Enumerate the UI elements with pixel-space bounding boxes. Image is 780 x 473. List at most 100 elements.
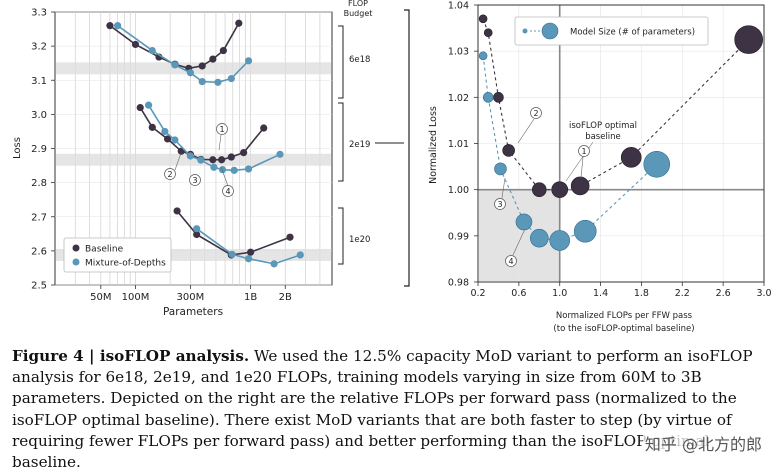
left-x-tick-label: 300M — [177, 292, 205, 303]
left-point — [171, 136, 179, 144]
right-point — [478, 51, 488, 61]
right-point — [643, 150, 671, 178]
left-point — [228, 250, 236, 258]
left-x-tick-label: 100M — [122, 292, 150, 303]
left-point — [197, 156, 205, 164]
right-y-tick-label: 1.04 — [448, 1, 469, 12]
right-y-tick-label: 1.02 — [448, 93, 469, 104]
flop-budget-title-1: FLOP — [348, 0, 368, 8]
left-point — [148, 123, 156, 131]
right-callout-4-text: 4 — [508, 257, 513, 266]
right-point — [515, 213, 533, 231]
left-x-tick-label: 2B — [279, 292, 292, 303]
legend-baseline-label: Baseline — [85, 245, 124, 255]
right-callout-2-text: 2 — [533, 109, 538, 118]
flop-budget-brackets: FLOP Budget 6e18 2e19 1e20 — [338, 0, 373, 265]
right-y-tick-label: 0.98 — [448, 278, 469, 289]
left-y-ticks: 2.5 2.6 2.7 2.8 2.9 3.0 3.1 3.2 3.3 — [31, 8, 55, 292]
right-y-ticks: 0.98 0.99 1.00 1.01 1.02 1.03 1.04 — [448, 1, 478, 289]
right-y-tick-label: 1.03 — [448, 47, 469, 58]
legend-size-large-marker — [541, 22, 559, 40]
left-point — [144, 101, 153, 109]
legend-size-small-marker — [522, 28, 528, 34]
legend-mod-marker — [72, 258, 80, 266]
connector-bracket — [375, 9, 410, 287]
left-point — [270, 260, 278, 268]
left-point — [163, 135, 172, 143]
right-point — [734, 25, 763, 54]
left-point — [244, 255, 253, 263]
left-callout-4-text: 4 — [225, 187, 230, 196]
left-callout-2-text: 2 — [167, 170, 172, 179]
left-y-tick-label: 2.9 — [31, 144, 47, 155]
right-line-baseline — [482, 18, 750, 191]
left-point — [230, 166, 238, 174]
left-point — [148, 46, 156, 55]
left-callout-1-text: 1 — [219, 125, 224, 134]
left-point — [131, 40, 140, 49]
left-y-tick-label: 3.2 — [31, 42, 47, 53]
left-callout-4 — [222, 185, 234, 197]
right-y-tick-label: 0.99 — [448, 231, 469, 242]
left-point — [198, 78, 206, 86]
right-y-tick-label: 1.00 — [448, 185, 469, 196]
left-point — [240, 148, 248, 157]
left-point — [218, 166, 227, 174]
legend-baseline-marker — [72, 244, 80, 252]
figure-caption: Figure 4 | isoFLOP analysis. We used the… — [12, 346, 774, 473]
right-x-tick-label: 1.4 — [593, 288, 608, 299]
flop-budget-title-2: Budget — [344, 9, 373, 18]
right-callout-1-text: 1 — [581, 147, 586, 156]
right-point — [482, 92, 494, 103]
left-series — [106, 19, 304, 268]
right-x-tick-label: 1.0 — [552, 288, 567, 299]
left-point — [209, 156, 217, 164]
isoflop-annotation-line-2: baseline — [585, 132, 621, 142]
right-x-tick-label: 0.2 — [470, 288, 485, 299]
left-y-tick-label: 3.3 — [31, 8, 47, 19]
right-point — [529, 228, 549, 248]
caption-body: We used the 12.5% capacity MoD variant t… — [12, 347, 753, 472]
right-point — [549, 230, 571, 251]
caption-label: Figure 4 | — [12, 347, 100, 365]
right-callouts: 1 2 3 4 — [494, 107, 590, 267]
watermark: 知乎 @北方的郎 — [642, 431, 764, 455]
legend-model-size-label: Model Size (# of parameters) — [570, 28, 695, 38]
left-x-ticks: 50M 100M 300M 1B 2B — [90, 285, 292, 303]
right-point — [483, 28, 493, 38]
left-chart: 2.5 2.6 2.7 2.8 2.9 3.0 3.1 3.2 3.3 50M 100M 300M 1… — [12, 0, 372, 318]
left-point — [193, 225, 201, 233]
left-point — [219, 46, 227, 55]
left-y-tick-label: 2.6 — [31, 246, 47, 257]
right-x-ticks: 0.2 0.6 1.0 1.4 1.8 2.2 2.6 3.0 — [470, 282, 772, 299]
right-y-tick-label: 1.01 — [448, 139, 469, 150]
left-y-axis-label: Loss — [12, 137, 23, 159]
figure: 2.5 2.6 2.7 2.8 2.9 3.0 3.1 3.2 3.3 50M 100M 300M 1… — [12, 0, 772, 335]
left-point — [114, 22, 122, 30]
legend-mod-label: Mixture-of-Depths — [85, 259, 166, 269]
right-chart: 0.98 0.99 1.00 1.01 1.02 1.03 1.04 0.2 0.6 1.0 1.… — [428, 1, 772, 335]
left-y-tick-label: 2.5 — [31, 281, 47, 292]
left-point — [161, 127, 169, 136]
left-point — [136, 103, 144, 112]
left-x-axis-label: Parameters — [163, 306, 223, 318]
right-point — [620, 147, 642, 168]
left-point — [260, 124, 268, 132]
right-callout-3 — [494, 198, 506, 210]
left-y-tick-label: 2.8 — [31, 178, 47, 189]
right-callout-4 — [505, 255, 517, 267]
left-point — [193, 230, 201, 239]
left-x-tick-label: 50M — [90, 292, 111, 303]
left-point — [186, 152, 195, 160]
left-point — [286, 233, 294, 241]
budget-1e20: 1e20 — [349, 235, 370, 245]
right-x-tick-label: 2.2 — [675, 288, 690, 299]
budget-2e19: 2e19 — [349, 140, 370, 150]
left-callout-3 — [189, 174, 201, 186]
right-point — [551, 181, 569, 198]
right-x-axis-label-2: (to the isoFLOP-optimal baseline) — [553, 324, 694, 334]
left-point — [210, 163, 218, 171]
left-point — [247, 248, 255, 256]
left-point — [296, 251, 304, 259]
left-line-2e19-mod — [147, 104, 281, 172]
